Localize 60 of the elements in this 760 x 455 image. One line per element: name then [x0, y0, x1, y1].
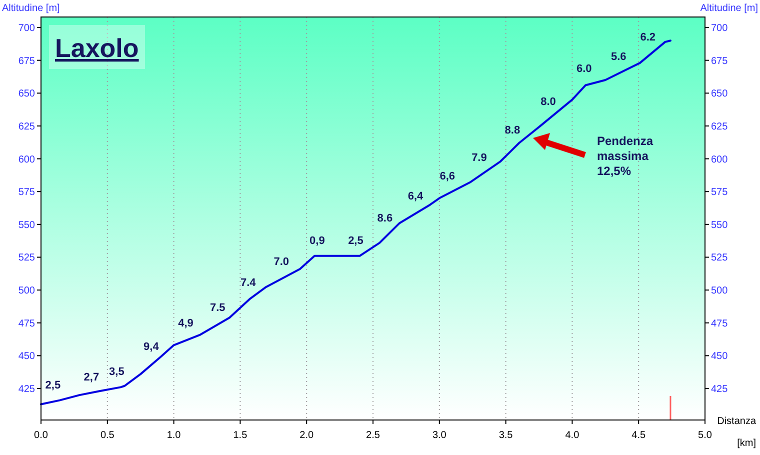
x-tick-label: 3.5	[498, 430, 514, 441]
y2-tick-label: 500	[711, 286, 728, 297]
x-axis-title: Distanza [km]	[717, 416, 756, 449]
annotation: 2,5	[45, 379, 61, 392]
y-tick-label: 450	[18, 351, 36, 362]
annotation: 7.9	[472, 152, 487, 164]
x-tick-label: 4.0	[565, 430, 580, 441]
annotation: 7.5	[210, 302, 226, 314]
y-tick-label: 475	[18, 318, 36, 330]
annotation: 4,9	[178, 318, 194, 330]
x-tick-label: 0.0	[34, 430, 48, 441]
x-tick-label: 5.0	[698, 430, 712, 441]
y-tick-label: 675	[18, 56, 36, 67]
x-tick-label: 0.5	[100, 430, 115, 441]
annotation: 8.0	[540, 96, 556, 108]
annotation: 6.0	[576, 62, 592, 75]
y2-axis-title: Altitudine [m]	[700, 3, 758, 14]
annotation: 3,5	[109, 366, 124, 378]
annotation: 5.6	[611, 51, 626, 64]
y-tick-label: 425	[18, 384, 36, 395]
y-tick-label: 575	[18, 187, 36, 198]
y-tick-label: 600	[18, 154, 36, 166]
annotation: 7.4	[240, 276, 257, 289]
annotation: 6,6	[440, 170, 455, 183]
y-tick-label: 525	[18, 252, 36, 264]
annotation: 6.2	[640, 31, 656, 44]
line-series	[40, 40, 672, 406]
x-tick-label: 3.0	[432, 430, 447, 441]
y-tick-label: 500	[18, 286, 36, 297]
y2-tick-label: 600	[711, 154, 728, 166]
y2-tick-label: 675	[711, 56, 728, 67]
x-tick-label: 1.0	[166, 430, 182, 441]
y2-tick-label: 475	[711, 318, 728, 330]
y2-tick-label: 650	[711, 88, 728, 100]
annotation: 7.0	[274, 256, 289, 268]
y2-tick-label: 575	[711, 187, 728, 198]
y2-tick-label: 450	[711, 351, 728, 362]
annotation: 8.6	[377, 212, 393, 225]
text: Laxolo	[55, 33, 139, 63]
x-tick-label: 1.5	[233, 430, 248, 441]
x-tick-label: 2.5	[366, 430, 380, 441]
y2-tick-label: 700	[711, 23, 728, 34]
y2-tick-label: 625	[711, 121, 728, 132]
y-tick-label: 650	[18, 88, 36, 100]
x-tick-label: 2.0	[300, 430, 314, 441]
annotation: 0,9	[310, 234, 325, 247]
annotation: 2,7	[84, 371, 100, 384]
annotation: Pendenza massima 12,5%	[597, 134, 654, 178]
annotation: 2,5	[348, 234, 364, 247]
y2-tick-label: 525	[711, 252, 728, 264]
annotation: 8.8	[504, 124, 520, 137]
annotation: 6,4	[408, 190, 424, 202]
y-axis-title: Altitudine [m]	[2, 3, 60, 14]
annotation: 9,4	[144, 341, 160, 354]
y-tick-label: 550	[18, 220, 36, 231]
y-tick-label: 700	[18, 23, 36, 34]
y-tick-label: 625	[18, 121, 36, 132]
y2-tick-label: 550	[711, 220, 728, 231]
x-tick-label: 4.5	[632, 430, 646, 441]
y2-tick-label: 425	[711, 384, 728, 395]
